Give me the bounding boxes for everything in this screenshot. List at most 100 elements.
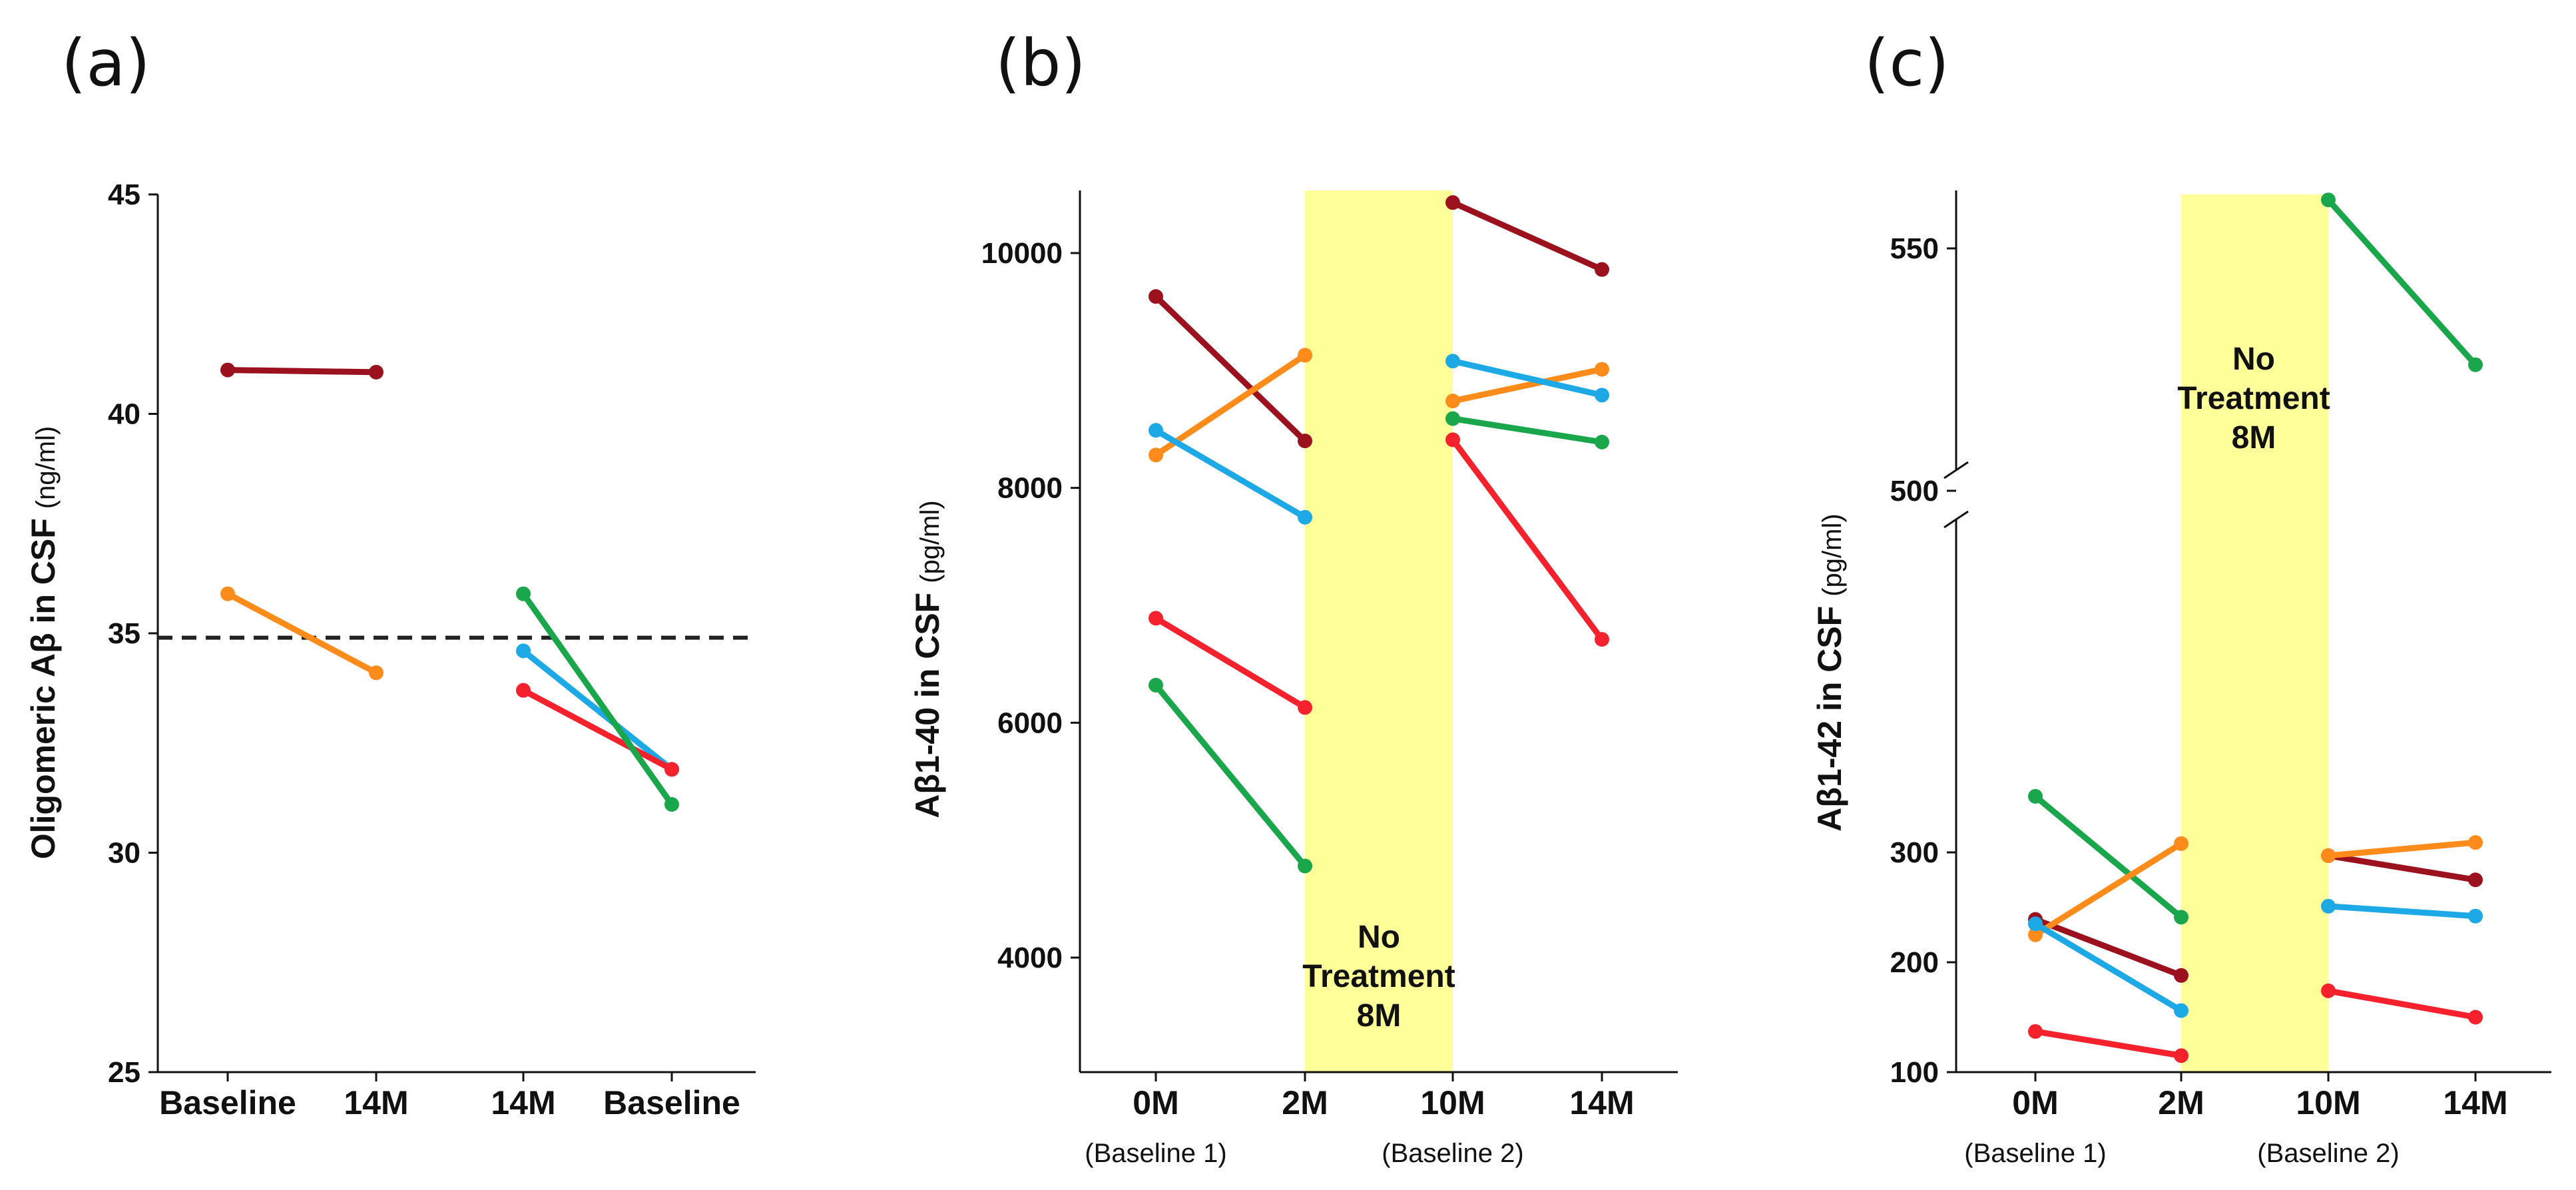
panel-c-y-tick-label: 100: [1890, 1056, 1939, 1089]
panel-b-y-tick-label: 8000: [997, 472, 1063, 505]
panel-b-cat-1: 2M: [1282, 1084, 1328, 1121]
panel-c-series-0-point: [2468, 357, 2483, 372]
panel-c-series-2-segment: [2032, 840, 2185, 938]
panel-b-no-treatment-band: [1305, 190, 1453, 1072]
panel-b-series-4-point: [1445, 411, 1460, 426]
panel-c-series-0-point: [2028, 788, 2043, 804]
panel-b-series-1-point: [1445, 394, 1460, 409]
panel-a-y-tick-label: 35: [108, 617, 140, 650]
panel-a-y-tick-label: 40: [108, 398, 140, 431]
panel-c-series-3-point: [2468, 908, 2483, 924]
panel-a: (a) 25 30 35 40 45 Oligomeric Aβ in CSF(ng/m…: [25, 26, 756, 1121]
panel-a-series-1-point: [220, 586, 235, 601]
panel-c: (c) No Treatment 8M 100 200 300 500 550 Aβ1-…: [1811, 26, 2551, 1168]
panel-c-sublabel-2: (Baseline 2): [2257, 1139, 2399, 1168]
panel-c-series-4-point: [2174, 1048, 2189, 1063]
panel-a-cat-0: Baseline: [159, 1084, 296, 1121]
panel-c-series-4-point: [2321, 983, 2336, 998]
panel-c-series-0-segment: [2032, 793, 2185, 920]
panel-b-series: [1149, 195, 1609, 874]
panel-c-series-1-point: [2174, 968, 2189, 983]
panel-b-y-tick-label: 4000: [997, 942, 1063, 974]
panel-b-y-ticks: 4000 6000 8000 10000: [981, 237, 1603, 1081]
panel-b-band-label-2: Treatment: [1302, 959, 1455, 994]
panel-c-y-ticks: 100 200 300 500 550: [1890, 232, 2477, 1089]
panel-b-series-1-segment: [1153, 352, 1308, 458]
panel-c-band-label-1: No: [2232, 342, 2275, 377]
panel-c-y-tick-label: 500: [1890, 475, 1939, 507]
panel-a-series: [220, 362, 679, 812]
panel-c-series-0-point: [2321, 192, 2336, 208]
panel-b-cat-2: 10M: [1420, 1084, 1485, 1121]
panel-b-sublabel-0: (Baseline 1): [1085, 1139, 1226, 1168]
panel-c-series-0-segment: [2325, 196, 2479, 368]
panel-a-y-tick-label: 25: [108, 1056, 140, 1089]
panel-c-series-2-point: [2321, 848, 2336, 863]
panel-a-y-label: Oligomeric Aβ in CSF(ng/ml): [25, 426, 62, 860]
panel-b-cat-0: 0M: [1133, 1084, 1178, 1121]
panel-c-label: (c): [1864, 26, 1949, 101]
panel-c-series-2-point: [2174, 836, 2189, 851]
panel-b-band-label-1: No: [1358, 920, 1400, 955]
panel-b-sublabel-2: (Baseline 2): [1382, 1139, 1523, 1168]
panel-b-series-2-point: [1595, 388, 1609, 403]
panel-b-y-label: Aβ1-40 in CSF(pg/ml): [909, 500, 946, 818]
panel-a-series-0-segment: [224, 367, 380, 376]
panel-c-series-4-segment: [2032, 1028, 2185, 1059]
panel-c-y-tick-label: 300: [1890, 836, 1939, 869]
panel-a-series-0-point: [220, 362, 235, 378]
panel-a-series-4-point: [516, 586, 531, 601]
panel-c-no-treatment-band: [2181, 194, 2328, 1072]
panel-c-series-1-point: [2468, 872, 2483, 888]
panel-a-series-1-segment: [224, 591, 380, 676]
panel-b-series-1-point: [1149, 447, 1163, 463]
panel-b-y-tick-label: 6000: [997, 707, 1063, 739]
panel-b-series-4-point: [1595, 434, 1609, 449]
panel-a-series-2-segment: [520, 647, 675, 772]
panel-c-series-4-point: [2468, 1010, 2483, 1025]
panel-b-series-4-segment: [1153, 682, 1308, 869]
panel-b-axes: [1079, 190, 1678, 1073]
panel-b-series-1-point: [1595, 362, 1609, 377]
panel-b-series-4-point: [1149, 677, 1163, 693]
panel-b-band-label-3: 8M: [1357, 998, 1402, 1034]
panel-c-series-2-point: [2468, 835, 2483, 850]
panel-c-series-3-point: [2321, 898, 2336, 914]
panel-b-series-0-segment: [1449, 199, 1605, 273]
panel-b-series-1-segment: [1449, 366, 1605, 404]
panel-a-y-tick-label: 30: [108, 837, 140, 870]
panel-c-y-tick-label: 200: [1890, 946, 1939, 979]
panel-a-y-ticks: 25 30 35 40 45: [108, 178, 673, 1089]
panel-b-series-4-point: [1298, 858, 1312, 874]
panel-c-series-3-segment: [2325, 903, 2479, 920]
panel-c-band-label-2: Treatment: [2177, 381, 2330, 416]
panel-b-series-3-segment: [1449, 436, 1605, 643]
panel-a-series-3-point: [664, 762, 679, 777]
panel-c-series-2-segment: [2325, 839, 2479, 859]
panel-c-series: [2028, 192, 2483, 1063]
panel-a-series-4-point: [664, 797, 679, 812]
panel-a-series-2-point: [516, 643, 531, 659]
panel-c-band-label-3: 8M: [2232, 420, 2276, 455]
panel-c-cat-0: 0M: [2012, 1084, 2058, 1121]
panel-b-cat-3: 14M: [1569, 1084, 1634, 1121]
panel-a-cat-3: Baseline: [603, 1084, 740, 1121]
panel-c-cat-1: 2M: [2158, 1084, 2204, 1121]
panel-b-series-3-segment: [1153, 615, 1308, 711]
panel-b-series-3-point: [1149, 611, 1163, 626]
panel-c-series-3-segment: [2032, 920, 2185, 1014]
panel-c-axis-break-mark-1: [1943, 461, 1969, 479]
panel-b-series-0-segment: [1153, 293, 1308, 444]
panel-c-series-0-point: [2174, 910, 2189, 925]
panel-c-sublabel-0: (Baseline 1): [1964, 1139, 2106, 1168]
panel-c-axes: [1943, 190, 2551, 1073]
panel-b-x-ticks: 0M 2M 10M 14M (Baseline 1) (Baseline 2): [1085, 1084, 1634, 1168]
panel-b-series-2-point: [1298, 509, 1312, 525]
panel-c-series-4-segment: [2325, 988, 2479, 1020]
panel-c-y-tick-label: 550: [1890, 232, 1939, 265]
panel-b-series-3-point: [1595, 632, 1609, 647]
panel-c-series-1-segment: [2032, 916, 2185, 979]
panel-a-series-0-point: [369, 364, 384, 380]
panel-b-y-tick-label: 10000: [981, 237, 1063, 270]
